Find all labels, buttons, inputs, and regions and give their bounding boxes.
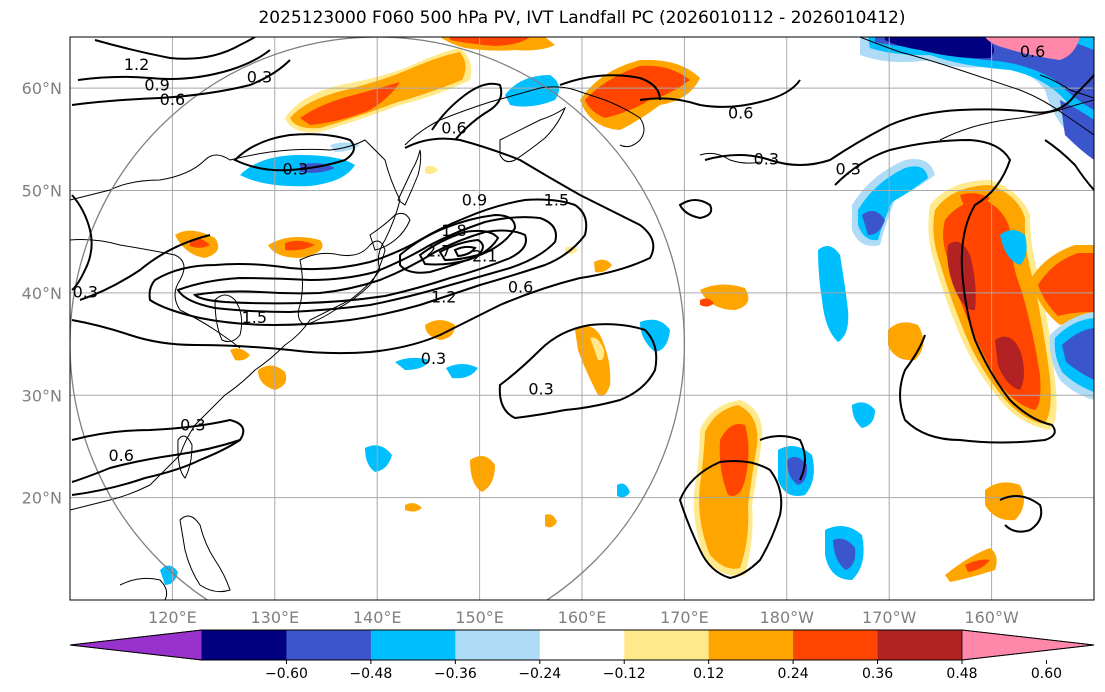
lat-label: 20°N	[22, 489, 62, 508]
contour-label: 0.3	[528, 380, 553, 399]
contour-label: 0.3	[180, 415, 205, 434]
lon-label: 170°E	[660, 608, 709, 627]
colorbar-tick-label: −0.48	[349, 666, 392, 682]
contour-label: 0.6	[108, 446, 133, 465]
contour-label: 2.1	[472, 247, 497, 266]
colorbar-segment	[202, 630, 287, 660]
colorbar-segment	[624, 630, 710, 660]
colorbar-segment	[286, 630, 372, 660]
lat-label: 30°N	[22, 386, 62, 405]
contour-label-group: 1.20.90.60.30.30.60.60.30.30.60.9 1.51.82…	[73, 42, 1046, 465]
lon-label: 170°W	[862, 608, 917, 627]
colorbar-tick-label: 0.60	[1031, 666, 1062, 682]
contour-label: 1.8	[441, 221, 466, 240]
lat-label: 50°N	[22, 182, 62, 201]
lon-label: 160°E	[558, 608, 607, 627]
colorbar-tick-labels: −0.60 −0.48 −0.36 −0.24 −0.12 0.12 0.24 0.36 0.4…	[265, 660, 1062, 682]
colorbar-segment	[708, 630, 794, 660]
colorbar-segment	[370, 630, 456, 660]
lon-label: 180°W	[760, 608, 815, 627]
contour-label: 0.6	[728, 103, 753, 122]
pv-contours	[71, 37, 1094, 580]
colorbar-tick-label: −0.24	[518, 666, 561, 682]
colorbar	[69, 629, 1095, 661]
colorbar-tick-label: 0.48	[946, 666, 977, 682]
radius-circle-shape	[70, 37, 685, 600]
colorbar-segment	[793, 630, 879, 660]
lon-label: 130°E	[250, 608, 299, 627]
lat-label: 40°N	[22, 284, 62, 303]
longitude-labels: 120°E 130°E 140°E 150°E 160°E 170°E 180°W 170°W…	[148, 608, 1019, 627]
plot-frame	[69, 36, 1095, 601]
colorbar-segment	[877, 630, 963, 660]
contour-label: 0.9	[462, 190, 487, 209]
colorbar-tick-label: −0.60	[265, 666, 308, 682]
lon-label: 160°W	[964, 608, 1019, 627]
lat-label: 60°N	[22, 79, 62, 98]
radius-circle	[70, 37, 685, 600]
colorbar-extend-high	[961, 629, 1095, 661]
contour-label: 0.3	[247, 67, 272, 86]
colorbar-segment	[539, 630, 625, 660]
contour-label: 1.5	[544, 190, 569, 209]
lon-label: 150°E	[455, 608, 504, 627]
colorbar-tick-label: −0.12	[603, 666, 646, 682]
lon-label: 120°E	[148, 608, 197, 627]
contour-label: 0.3	[73, 282, 98, 301]
map-title: 2025123000 F060 500 hPa PV, IVT Landfall…	[258, 8, 906, 28]
latitude-labels: 20°N 30°N 40°N 50°N 60°N	[22, 79, 62, 507]
colorbar-tick-label: −0.36	[434, 666, 477, 682]
contour-label: 1.2	[431, 288, 456, 307]
map-plot-area: 1.20.90.60.30.30.60.60.30.30.60.9 1.51.82…	[70, 37, 1094, 600]
contour-label: 1.5	[242, 308, 267, 327]
contour-label: 1.2	[124, 55, 149, 74]
colorbar-outline	[69, 629, 1095, 661]
contour-label: 0.3	[283, 160, 308, 179]
contour-label: 0.3	[421, 349, 446, 368]
contour-label: 2.7	[426, 241, 451, 260]
contour-label: 0.9	[144, 76, 169, 95]
lon-label: 140°E	[353, 608, 402, 627]
contour-label: 0.6	[1020, 42, 1045, 61]
colorbar-tick-label: 0.12	[693, 666, 724, 682]
colorbar-tick-label: 0.36	[862, 666, 893, 682]
contour-label: 0.6	[441, 119, 466, 138]
contour-label: 0.3	[754, 149, 779, 168]
contour-label: 0.6	[508, 277, 533, 296]
colorbar-extend-low	[69, 629, 203, 661]
contour-label: 0.3	[836, 160, 861, 179]
coastlines	[70, 37, 1094, 600]
colorbar-segment	[455, 630, 541, 660]
colorbar-tick-label: 0.24	[778, 666, 809, 682]
contour-label: 0.6	[160, 90, 185, 109]
